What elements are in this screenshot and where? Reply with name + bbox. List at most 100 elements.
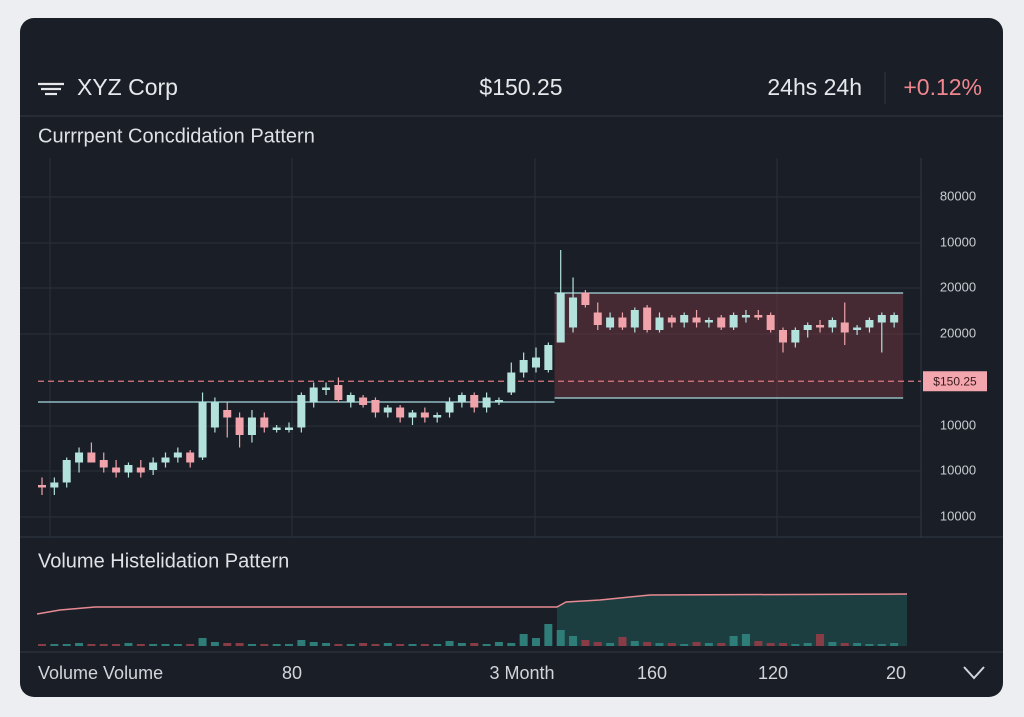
volume-bar	[717, 643, 726, 646]
volume-bar	[346, 644, 355, 646]
candle-body	[556, 292, 565, 343]
volume-bar	[334, 644, 343, 646]
volume-bar	[606, 643, 615, 646]
volume-bar	[136, 644, 145, 646]
volume-bar	[433, 644, 442, 646]
volume-bar	[544, 624, 553, 646]
period[interactable]: 24hs 24h	[767, 74, 862, 100]
candle-body	[704, 320, 713, 323]
symbol: XYZ Corp	[77, 74, 178, 100]
volume-bar	[667, 643, 676, 646]
x-axis-label: Volume Volume	[38, 663, 163, 683]
x-axis-label: 3 Month	[489, 663, 554, 683]
volume-bar	[371, 644, 380, 646]
volume-bar	[853, 643, 862, 646]
x-axis-label: 120	[758, 663, 788, 683]
candle-body	[581, 292, 590, 305]
candle-body	[729, 315, 738, 328]
candle-body	[173, 452, 182, 458]
candle-body	[741, 315, 750, 318]
volume-bar	[285, 644, 293, 646]
header-price: $150.25	[479, 74, 562, 100]
expand-chevron[interactable]	[963, 666, 985, 680]
candle-body	[470, 395, 479, 408]
volume-bar	[235, 643, 244, 646]
volume-bar	[297, 640, 306, 646]
candle-body	[593, 312, 602, 325]
volume-bar	[124, 643, 133, 646]
volume-bar	[210, 642, 219, 646]
volume-bar	[519, 634, 528, 646]
y-axis-label: 80000	[940, 188, 976, 203]
volume-bar	[581, 640, 590, 646]
volume-bar	[655, 643, 664, 646]
candle-body	[482, 397, 491, 408]
volume-bar	[680, 644, 689, 646]
volume-bar	[99, 644, 108, 646]
volume-bar	[408, 644, 417, 646]
candle-body	[75, 452, 84, 463]
volume-bar	[38, 644, 46, 646]
volume-bar	[223, 643, 232, 646]
volume-bar	[630, 641, 639, 646]
y-axis-label: 20000	[940, 279, 976, 294]
candle-body	[371, 400, 380, 413]
x-axis-label: 80	[282, 663, 302, 683]
y-axis-label: 10000	[940, 508, 976, 523]
price-marker	[923, 371, 987, 392]
y-axis-label: 10000	[940, 417, 976, 432]
candle-body	[285, 427, 293, 430]
volume-bar	[470, 643, 479, 646]
volume-bar	[420, 644, 429, 646]
candle-body	[667, 317, 676, 323]
volume-bar	[729, 636, 738, 646]
candle-body	[309, 387, 318, 403]
candle-body	[210, 402, 219, 428]
candle-body	[420, 412, 429, 418]
candle-body	[223, 410, 232, 418]
volume-bar	[322, 643, 331, 646]
candle-body	[346, 395, 355, 403]
candle-body	[791, 330, 800, 343]
volume-bar	[186, 644, 195, 646]
volume-bar	[532, 638, 540, 646]
candle-body	[754, 315, 763, 318]
volume-bar	[569, 636, 578, 646]
change: +0.12%	[903, 74, 982, 100]
volume-bar	[173, 644, 182, 646]
candle-body	[877, 315, 886, 323]
volume-bar	[198, 638, 207, 646]
candle-body	[297, 395, 306, 428]
volume-bar	[741, 634, 750, 646]
volume-bar	[112, 644, 121, 646]
candle-body	[816, 325, 825, 328]
volume-bar	[272, 644, 281, 646]
candle-body	[50, 482, 59, 488]
volume-bar	[618, 637, 627, 646]
candle-body	[149, 462, 158, 470]
volume-bar	[816, 634, 825, 646]
candle-body	[643, 307, 652, 330]
candle-body	[606, 317, 615, 328]
candle-body	[445, 402, 454, 413]
volume-bar	[149, 644, 158, 646]
candle-body	[890, 315, 899, 323]
candle-body	[865, 320, 874, 328]
candle-body	[803, 325, 812, 330]
volume-bar	[396, 644, 405, 646]
volume-bar	[779, 643, 787, 646]
candle-body	[272, 427, 281, 430]
candle-body	[235, 417, 244, 435]
volume-bar	[877, 644, 886, 646]
candle-body	[62, 460, 71, 483]
chart-title: Currrpent Concdidation Pattern	[38, 125, 315, 147]
candle-body	[99, 460, 108, 468]
candle-body	[247, 417, 256, 435]
candle-body	[457, 395, 466, 403]
candle-body	[494, 400, 503, 403]
volume-bar	[457, 643, 466, 646]
candle-body	[87, 452, 96, 463]
menu-icon[interactable]	[38, 82, 64, 96]
volume-bar	[865, 644, 874, 646]
